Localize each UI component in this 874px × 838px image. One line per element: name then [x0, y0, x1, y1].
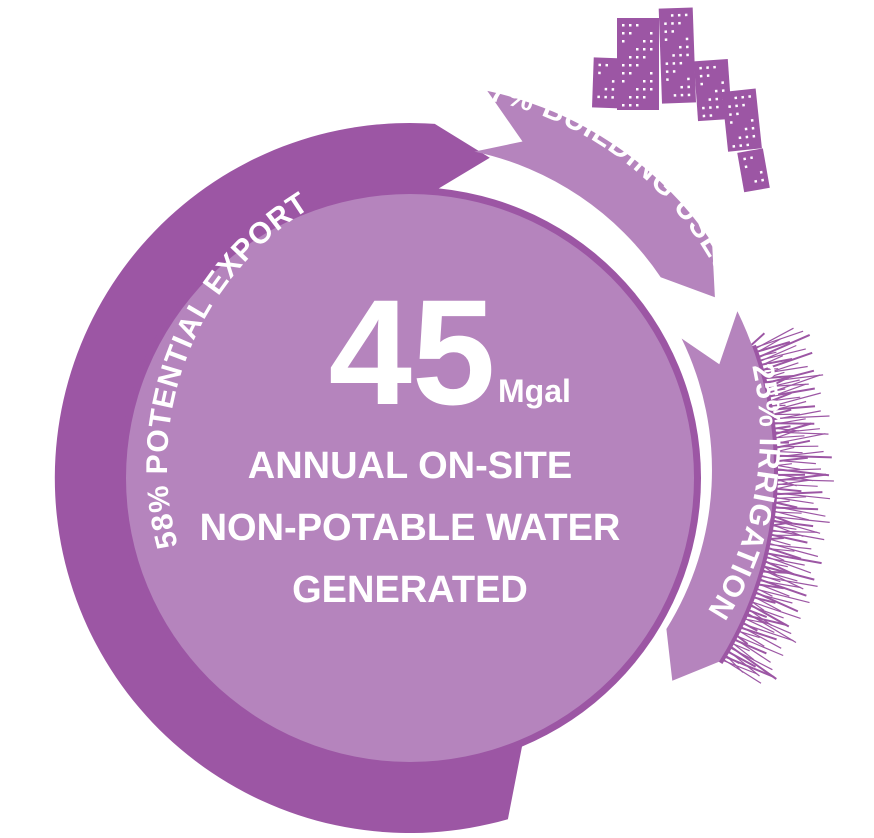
center-label-line-3: GENERATED [292, 569, 528, 611]
center-unit: Mgal [498, 373, 571, 409]
center-label-line-1: ANNUAL ON-SITE [248, 445, 572, 487]
center-label-line-2: NON-POTABLE WATER [200, 507, 621, 549]
center-value: 45 [329, 268, 496, 436]
